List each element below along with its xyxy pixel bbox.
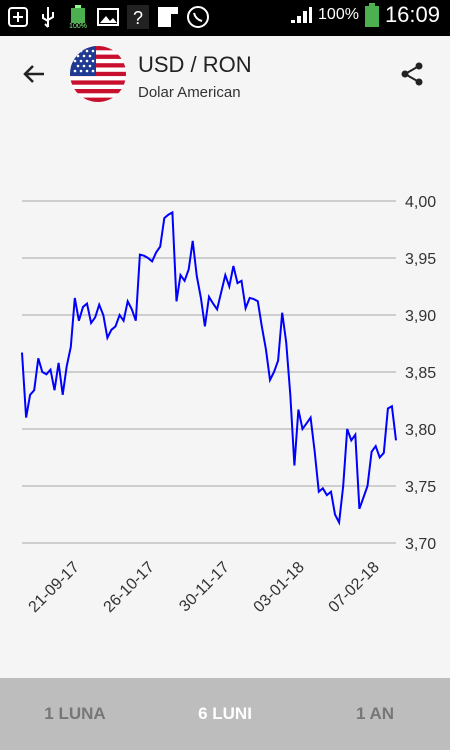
share-icon[interactable] [398, 60, 426, 88]
svg-text:?: ? [133, 8, 143, 28]
x-tick-label: 21-09-17 [26, 559, 83, 616]
us-flag-icon [70, 46, 126, 102]
page-title: USD / RON [138, 52, 252, 77]
x-tick-label: 07-02-18 [326, 559, 383, 616]
plus-icon [6, 4, 30, 30]
y-tick-label: 3,85 [405, 365, 436, 382]
rate-line [21, 210, 397, 526]
y-tick-label: 3,70 [405, 536, 436, 553]
battery-icon [364, 3, 379, 27]
question-icon: ? [126, 4, 150, 30]
y-tick-label: 3,75 [405, 479, 436, 496]
period-tabs: 1 LUNA 6 LUNI 1 AN [0, 678, 450, 750]
flipboard-icon [156, 4, 180, 30]
exchange-rate-chart: 4,00 3,95 3,90 3,85 3,80 3,75 3,70 21-09-17 26-1… [21, 194, 436, 616]
tab-1-luna[interactable]: 1 LUNA [44, 704, 106, 723]
y-tick-label: 3,90 [405, 308, 436, 325]
battery-small-label: 100% [69, 22, 87, 30]
signal-icon [291, 7, 313, 23]
system-indicators: 100% 16:09 [290, 2, 440, 28]
battery-percent: 100% [318, 6, 359, 23]
image-icon [96, 4, 120, 30]
x-tick-label: 30-11-17 [176, 559, 233, 616]
x-tick-label: 03-01-18 [251, 559, 308, 616]
app-bar: USD / RON Dolar American [0, 36, 450, 112]
y-tick-label: 3,80 [405, 422, 436, 439]
notification-icons: 100% ? [6, 4, 210, 30]
tab-1-an[interactable]: 1 AN [355, 704, 395, 723]
status-bar: 100% ? 100% 16:09 [0, 0, 450, 36]
y-tick-label: 3,95 [405, 251, 436, 268]
usb-icon [36, 4, 60, 30]
arrow-left-icon[interactable] [20, 60, 48, 88]
x-tick-label: 26-10-17 [101, 559, 158, 616]
y-tick-label: 4,00 [405, 194, 436, 211]
page-subtitle: Dolar American [138, 84, 241, 101]
tab-6-luni[interactable]: 6 LUNI [198, 704, 252, 723]
clock: 16:09 [384, 2, 440, 27]
battery-full-icon: 100% [66, 4, 90, 30]
viber-icon [186, 4, 210, 30]
